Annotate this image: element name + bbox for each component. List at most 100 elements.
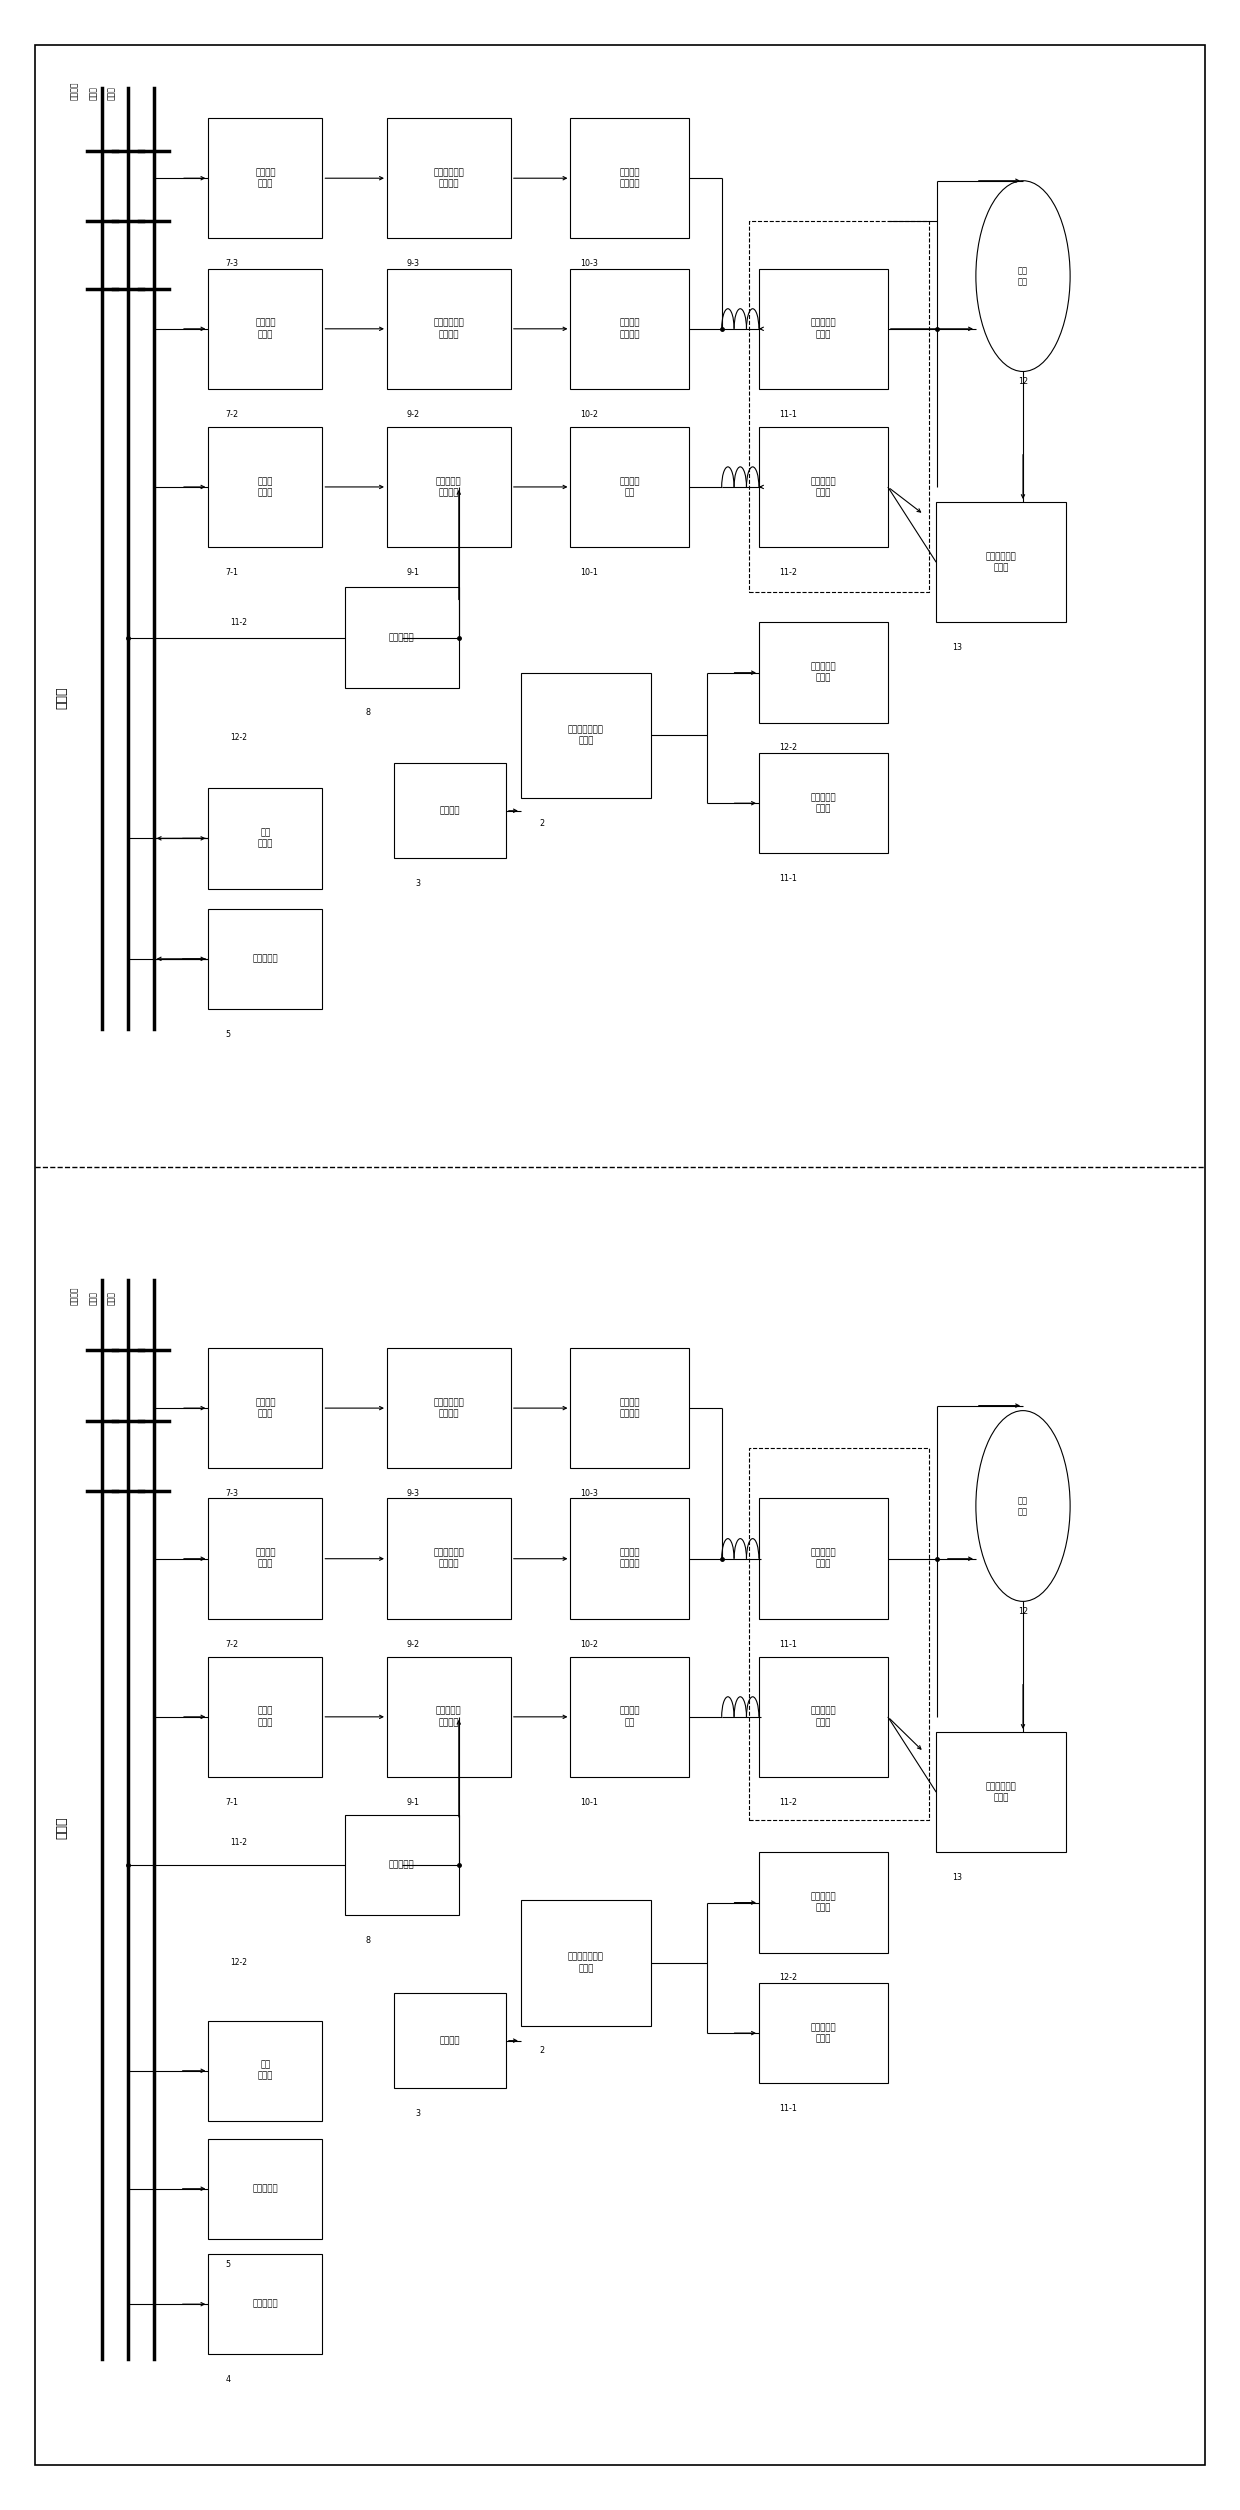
FancyBboxPatch shape <box>570 269 689 389</box>
Text: 13: 13 <box>952 643 962 653</box>
FancyBboxPatch shape <box>208 1498 322 1619</box>
FancyBboxPatch shape <box>208 788 322 889</box>
Text: 9-2: 9-2 <box>407 1639 420 1649</box>
Text: 7-2: 7-2 <box>226 1639 239 1649</box>
Text: 模拟网络: 模拟网络 <box>440 806 460 816</box>
FancyBboxPatch shape <box>387 427 511 547</box>
Text: 12-2: 12-2 <box>779 1973 797 1983</box>
FancyBboxPatch shape <box>936 502 1066 622</box>
Text: 受端阻抗盒: 受端阻抗盒 <box>389 633 414 643</box>
Text: 7-1: 7-1 <box>226 1797 238 1807</box>
Text: 7-3: 7-3 <box>226 1488 238 1498</box>
Text: 12: 12 <box>1018 376 1028 387</box>
Text: 12-2: 12-2 <box>779 743 797 753</box>
Text: 10-3: 10-3 <box>580 1488 598 1498</box>
Text: 11-2: 11-2 <box>231 1837 248 1847</box>
FancyBboxPatch shape <box>208 1657 322 1777</box>
Text: 发送器电缆换接
继电器: 发送器电缆换接 继电器 <box>568 1953 604 1973</box>
Text: 一侧受端
变压器: 一侧受端 变压器 <box>255 168 275 188</box>
Text: 2: 2 <box>539 818 544 828</box>
FancyBboxPatch shape <box>521 1900 651 2026</box>
Text: 主受端
变压器: 主受端 变压器 <box>258 477 273 497</box>
Text: 本区段: 本区段 <box>56 1817 68 1837</box>
FancyBboxPatch shape <box>394 1993 506 2088</box>
Text: 主受端: 主受端 <box>88 1290 98 1305</box>
FancyBboxPatch shape <box>570 1498 689 1619</box>
Text: 主受端电缆
模拟网络: 主受端电缆 模拟网络 <box>436 1707 461 1727</box>
Text: 主受端: 主受端 <box>88 85 98 100</box>
Text: 备脉冲信号
接收器: 备脉冲信号 接收器 <box>811 1707 836 1727</box>
FancyBboxPatch shape <box>759 1498 888 1619</box>
Text: 7-3: 7-3 <box>226 259 238 269</box>
Text: 9-2: 9-2 <box>407 409 420 419</box>
FancyBboxPatch shape <box>570 427 689 547</box>
Text: 11-2: 11-2 <box>779 567 797 577</box>
Text: 10-2: 10-2 <box>580 409 599 419</box>
Text: 一侧发机
调整电路: 一侧发机 调整电路 <box>620 1549 640 1569</box>
Text: 10-3: 10-3 <box>580 259 598 269</box>
FancyBboxPatch shape <box>208 2139 322 2239</box>
Text: 送端隔离盒: 送端隔离盒 <box>253 2299 278 2309</box>
Text: 11-1: 11-1 <box>779 1639 796 1649</box>
FancyBboxPatch shape <box>208 909 322 1009</box>
Text: 一侧受端
变压器: 一侧受端 变压器 <box>255 1398 275 1418</box>
Text: 12-2: 12-2 <box>231 733 248 743</box>
Text: 主脉冲信号
发送器: 主脉冲信号 发送器 <box>811 793 836 813</box>
Text: 主受端测
调整: 主受端测 调整 <box>620 1707 640 1727</box>
FancyBboxPatch shape <box>387 1498 511 1619</box>
FancyBboxPatch shape <box>394 763 506 858</box>
FancyBboxPatch shape <box>570 118 689 238</box>
Text: 11-1: 11-1 <box>779 2103 796 2113</box>
Text: 主脉冲信号
接收器: 主脉冲信号 接收器 <box>811 1549 836 1569</box>
Text: 9-1: 9-1 <box>407 1797 419 1807</box>
FancyBboxPatch shape <box>570 1348 689 1468</box>
Text: 主受端: 主受端 <box>107 85 117 100</box>
Text: 4: 4 <box>226 2374 231 2384</box>
Text: 10-1: 10-1 <box>580 567 598 577</box>
FancyBboxPatch shape <box>345 1815 459 1915</box>
FancyBboxPatch shape <box>387 269 511 389</box>
FancyBboxPatch shape <box>208 2254 322 2354</box>
FancyBboxPatch shape <box>345 587 459 688</box>
FancyBboxPatch shape <box>208 118 322 238</box>
Text: 一侧受端电缆
模拟网络: 一侧受端电缆 模拟网络 <box>434 1549 464 1569</box>
Text: 3: 3 <box>415 878 420 889</box>
Text: 一侧受端
变压器: 一侧受端 变压器 <box>255 319 275 339</box>
FancyBboxPatch shape <box>387 1348 511 1468</box>
Text: 主受端: 主受端 <box>107 1290 117 1305</box>
FancyBboxPatch shape <box>759 753 888 853</box>
FancyBboxPatch shape <box>570 1657 689 1777</box>
FancyBboxPatch shape <box>759 1657 888 1777</box>
Text: 12-2: 12-2 <box>231 1958 248 1968</box>
Text: 3: 3 <box>415 2108 420 2118</box>
Text: 一侧发机
调整电路: 一侧发机 调整电路 <box>620 319 640 339</box>
Text: 主受端电缆
模拟网络: 主受端电缆 模拟网络 <box>436 477 461 497</box>
Text: 送端
变压器: 送端 变压器 <box>258 2061 273 2081</box>
Text: 主脉冲信号
接收器: 主脉冲信号 接收器 <box>811 319 836 339</box>
FancyBboxPatch shape <box>759 427 888 547</box>
Text: 2: 2 <box>539 2046 544 2056</box>
Text: 9-3: 9-3 <box>407 259 419 269</box>
Text: 11-1: 11-1 <box>779 873 796 884</box>
Text: 送端变压器: 送端变压器 <box>253 954 278 964</box>
Text: 一侧受端
变压器: 一侧受端 变压器 <box>255 1549 275 1569</box>
Text: 一侧受端: 一侧受端 <box>69 83 79 100</box>
Text: 9-3: 9-3 <box>407 1488 419 1498</box>
FancyBboxPatch shape <box>759 622 888 723</box>
Text: 测距
报警: 测距 报警 <box>1018 1496 1028 1516</box>
Text: 二侧受端电缆
模拟网络: 二侧受端电缆 模拟网络 <box>434 1398 464 1418</box>
Text: 8: 8 <box>366 1935 371 1945</box>
FancyBboxPatch shape <box>208 427 322 547</box>
Text: 三侧发机
调整电路: 三侧发机 调整电路 <box>620 168 640 188</box>
Text: 区段处置信息
存储器: 区段处置信息 存储器 <box>986 1782 1017 1802</box>
FancyBboxPatch shape <box>521 673 651 798</box>
Text: 13: 13 <box>952 1872 962 1882</box>
Text: 8: 8 <box>366 708 371 718</box>
Text: 10-1: 10-1 <box>580 1797 598 1807</box>
FancyBboxPatch shape <box>208 1348 322 1468</box>
Text: 主脉冲信号
发送器: 主脉冲信号 发送器 <box>811 2023 836 2043</box>
Text: 备脉冲信号
发送器: 备脉冲信号 发送器 <box>811 1893 836 1913</box>
Text: 三侧发机
调整电路: 三侧发机 调整电路 <box>620 1398 640 1418</box>
Text: 测距
报警: 测距 报警 <box>1018 266 1028 286</box>
Text: 受端阻抗盒: 受端阻抗盒 <box>389 1860 414 1870</box>
